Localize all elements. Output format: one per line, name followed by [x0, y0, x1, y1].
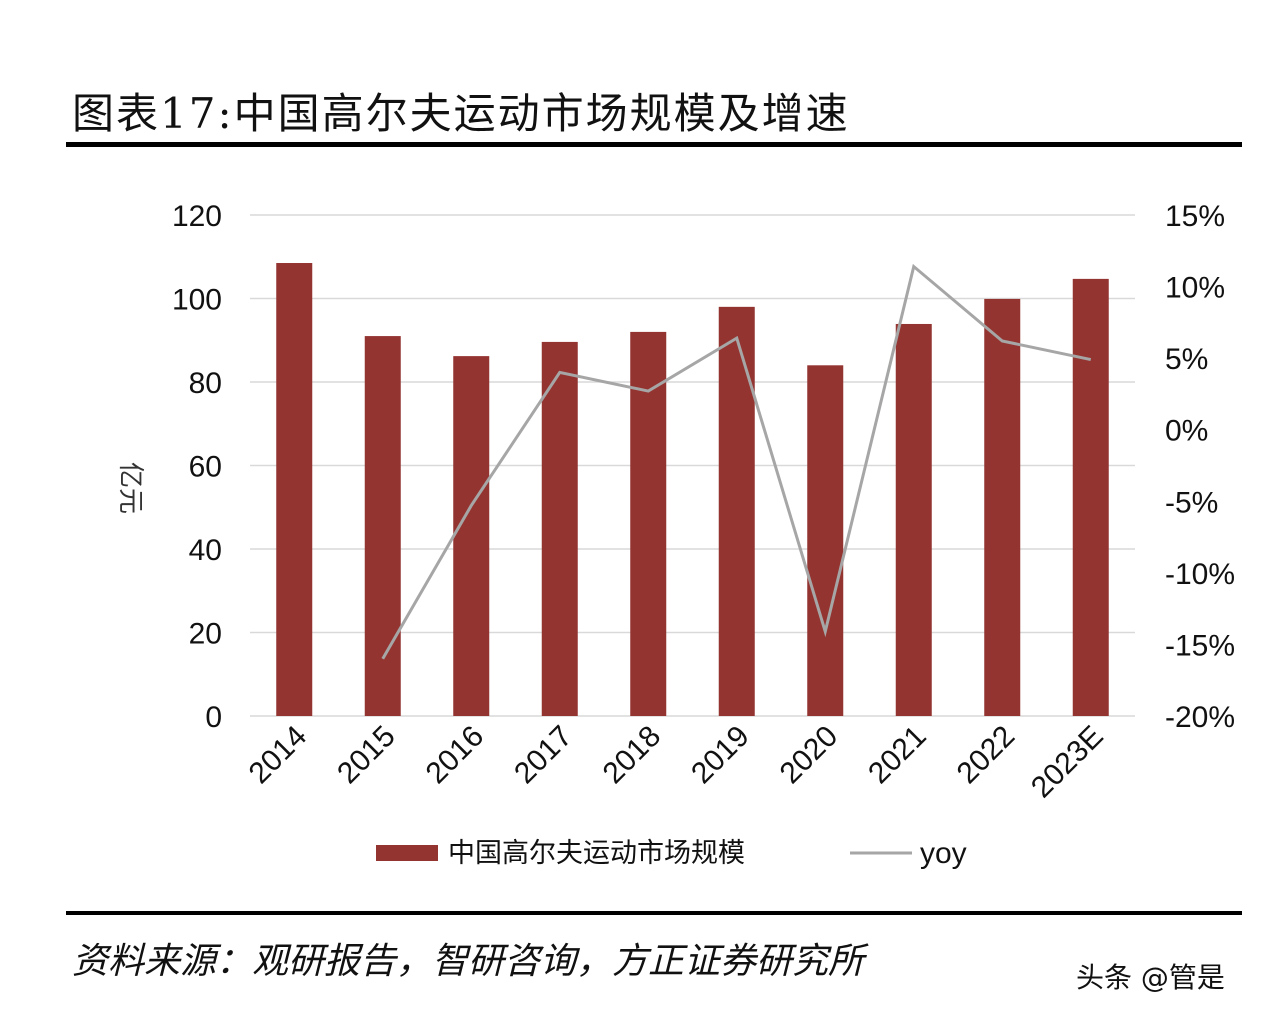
y-tick-label: 60 — [189, 451, 222, 484]
y-tick-label: 20 — [189, 618, 222, 651]
x-tick-label: 2020 — [774, 720, 845, 791]
y2-tick-label: 0% — [1165, 415, 1208, 448]
watermark: 头条 @管是 — [1076, 961, 1225, 994]
chart: 0 20 40 60 80 100 120 -20% -15% -10% -5% 0% 5% 10% 15%… — [116, 200, 1235, 870]
chart-title: 图表17:中国高尔夫运动市场规模及增速 — [72, 89, 850, 138]
x-tick-label: 2014 — [243, 720, 314, 791]
x-tick-label: 2015 — [331, 720, 402, 791]
y2-tick-label: -10% — [1165, 558, 1235, 591]
y2-tick-label: 5% — [1165, 343, 1208, 376]
x-tick-label: 2017 — [508, 720, 579, 791]
bar — [276, 263, 313, 716]
bar — [453, 356, 490, 716]
legend-line-label: yoy — [920, 837, 967, 870]
bar — [1072, 278, 1109, 716]
y-tick-label: 120 — [172, 200, 222, 233]
x-tick-label: 2016 — [420, 720, 491, 791]
legend-bar-label: 中国高尔夫运动市场规模 — [448, 838, 745, 868]
y2-tick-label: 10% — [1165, 272, 1225, 305]
y2-tick-label: -15% — [1165, 629, 1235, 662]
y-tick-label: 100 — [172, 284, 222, 317]
bar — [984, 298, 1021, 716]
y-tick-label: 0 — [205, 701, 222, 734]
top-rule — [66, 142, 1242, 147]
y2-tick-label: 15% — [1165, 200, 1225, 233]
x-tick-label: 2019 — [685, 720, 756, 791]
bar — [807, 365, 844, 716]
bar — [630, 331, 667, 716]
bottom-rule — [66, 911, 1242, 915]
x-tick-label: 2023E — [1025, 720, 1110, 805]
source-note: 资料来源：观研报告，智研咨询，方正证券研究所 — [72, 941, 865, 982]
x-tick-label: 2021 — [862, 720, 933, 791]
y-axis-label: 亿元 — [116, 462, 146, 514]
legend-bar-swatch — [376, 845, 438, 861]
bar — [718, 306, 755, 716]
y-tick-label: 80 — [189, 367, 222, 400]
y2-tick-label: -20% — [1165, 701, 1235, 734]
y2-tick-label: -5% — [1165, 486, 1218, 519]
bar — [541, 341, 578, 716]
x-tick-label: 2018 — [597, 720, 668, 791]
x-tick-label: 2022 — [951, 720, 1022, 791]
bar — [895, 323, 932, 716]
y-tick-label: 40 — [189, 534, 222, 567]
bar — [364, 336, 401, 716]
